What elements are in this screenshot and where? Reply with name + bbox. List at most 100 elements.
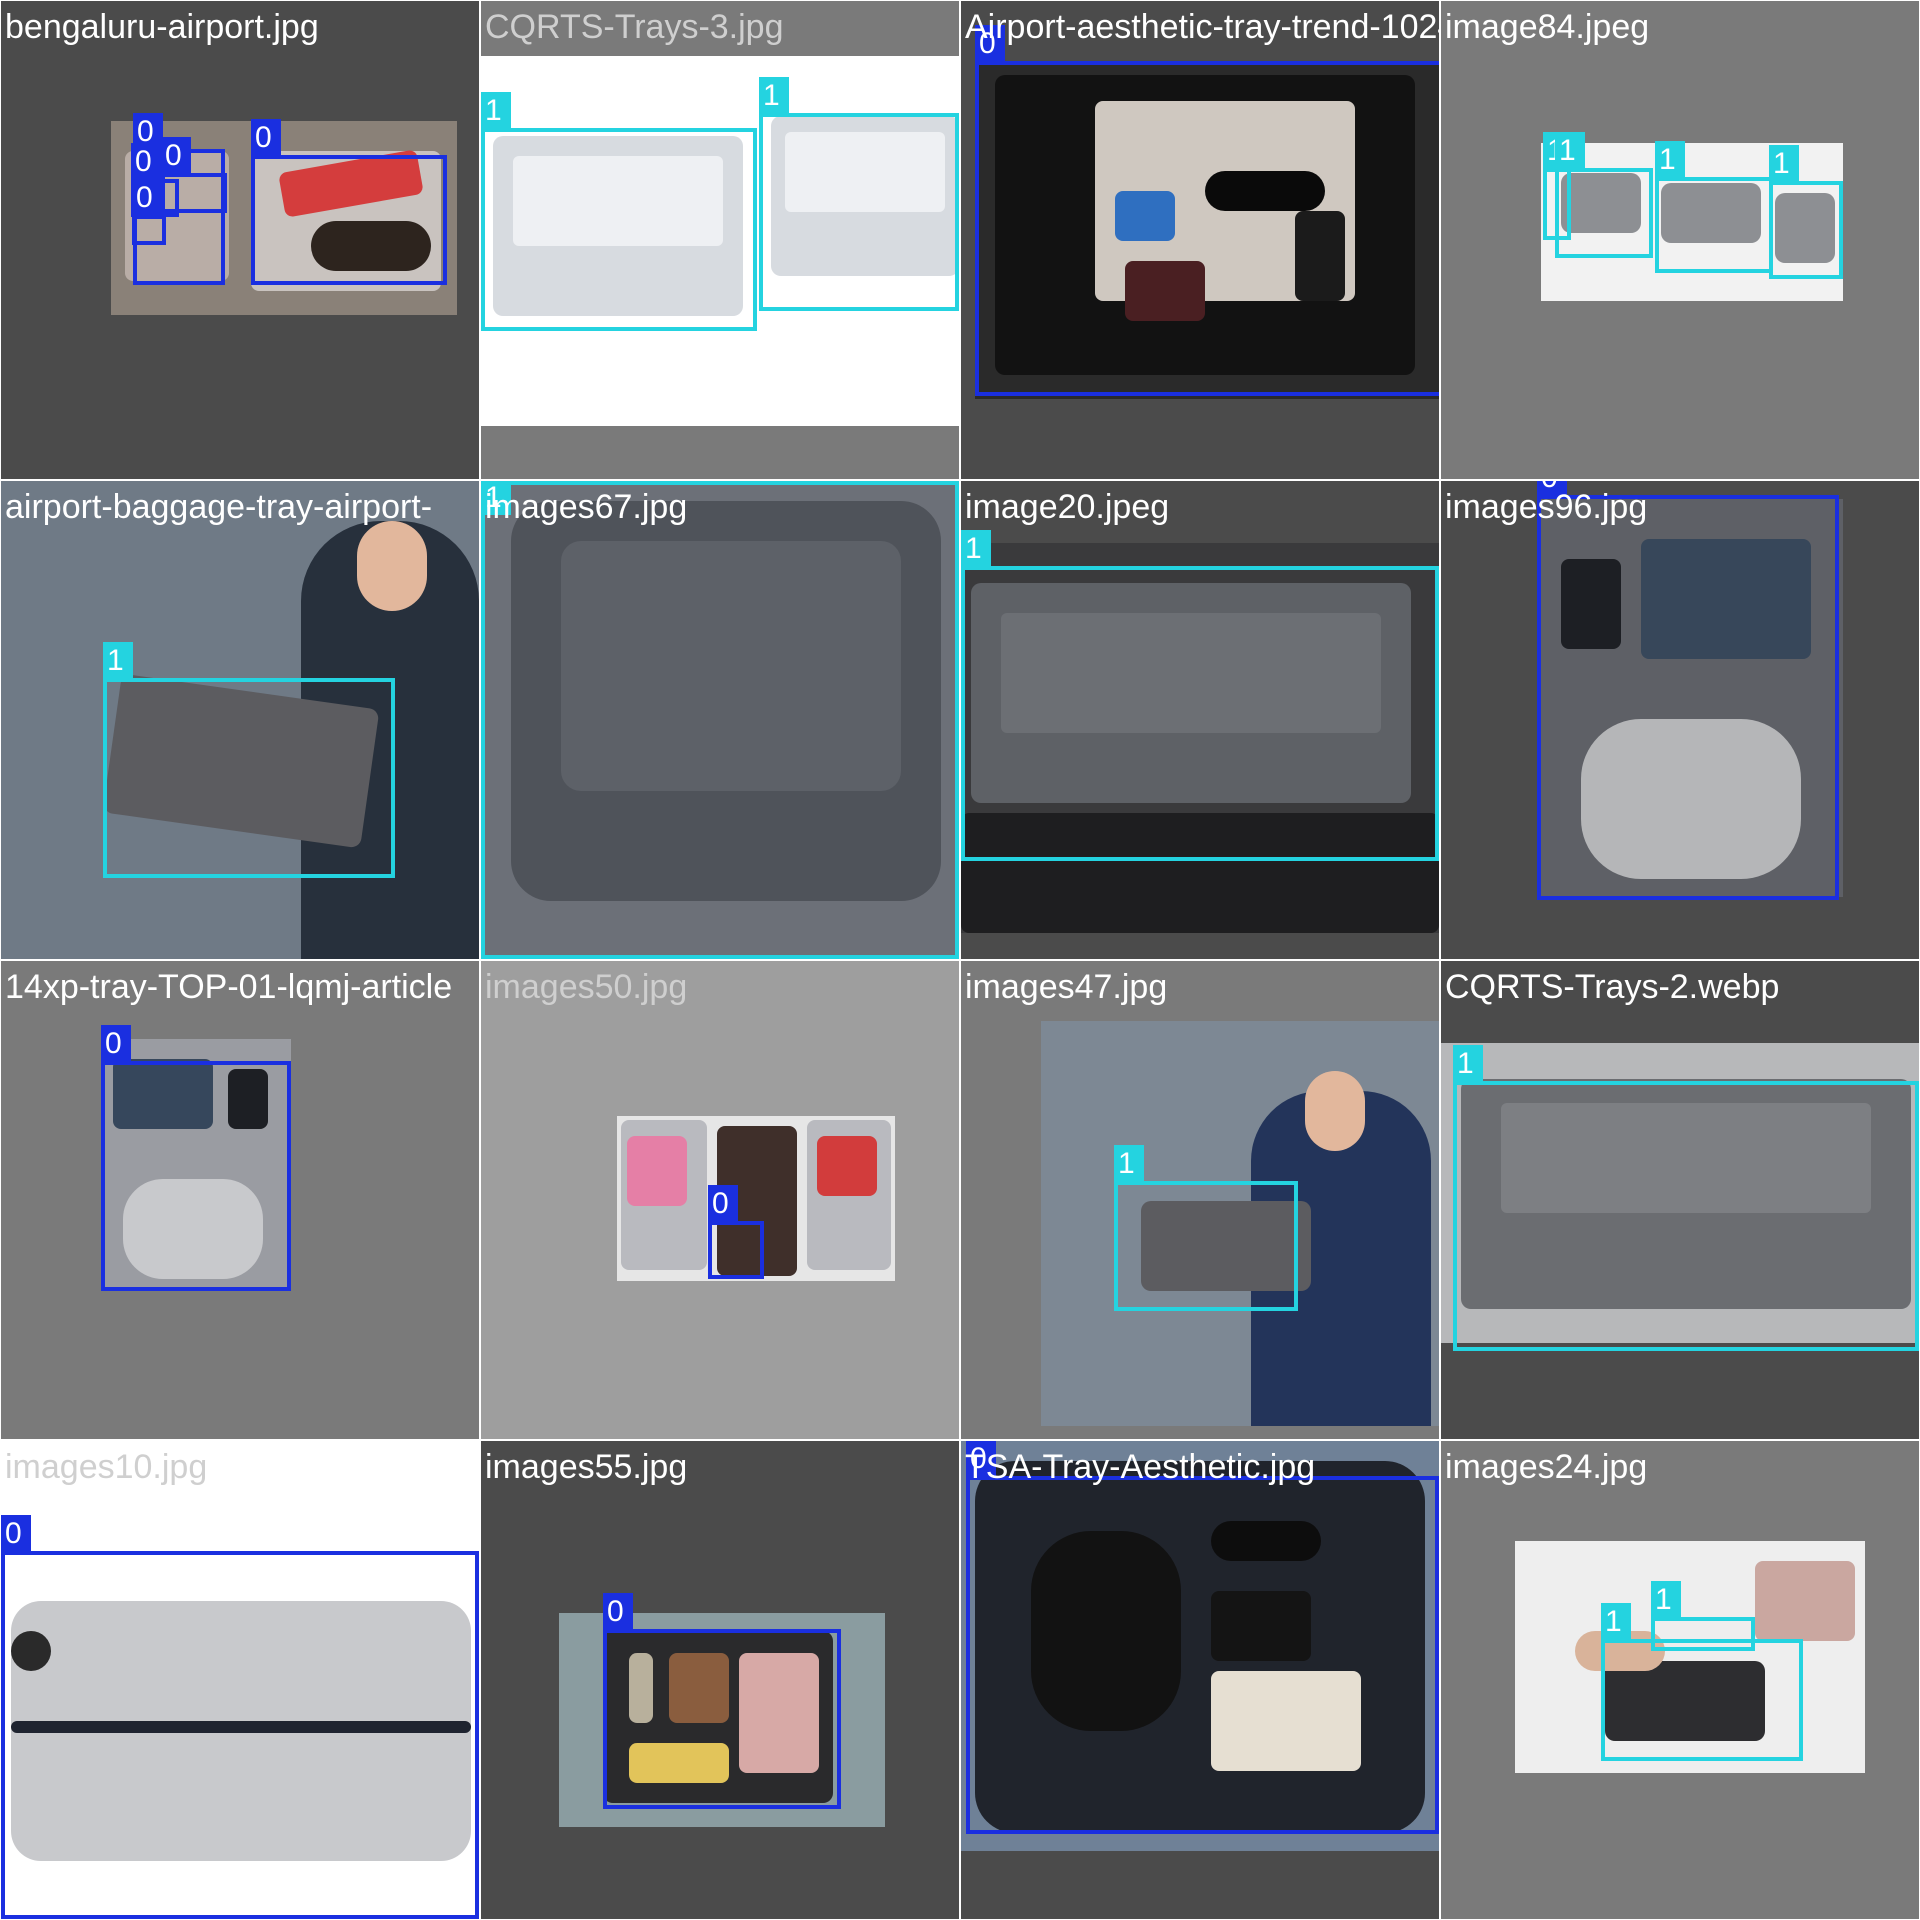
photo-background-person	[1755, 1561, 1855, 1641]
tile-photo	[1515, 1541, 1865, 1773]
detection-box[interactable]: 1	[1655, 141, 1773, 273]
class-label: 1	[961, 530, 991, 566]
tile-filename: images47.jpg	[965, 968, 1168, 1006]
class-label: 1	[481, 481, 511, 515]
tile-photo	[481, 56, 959, 426]
class-label: 1	[1453, 1045, 1483, 1081]
detection-box[interactable]: 0	[603, 1593, 841, 1809]
class-label: 0	[1, 1515, 31, 1551]
photo-tray	[1605, 1661, 1765, 1741]
photo-sneakers	[1581, 719, 1801, 879]
detection-box[interactable]: 1	[103, 642, 395, 878]
class-label: 1	[103, 642, 133, 678]
detection-box[interactable]: 1	[1555, 132, 1653, 258]
tile-images10[interactable]: images10.jpg 0	[1, 1441, 479, 1919]
tile-images55[interactable]: images55.jpg 0	[481, 1441, 959, 1919]
detection-box[interactable]: 0	[101, 1025, 291, 1291]
detection-box[interactable]: 0	[1537, 481, 1839, 900]
class-label: 0	[603, 1593, 633, 1629]
tile-photo	[975, 61, 1439, 399]
tile-filename: images55.jpg	[485, 1448, 688, 1486]
tile-filename: bengaluru-airport.jpg	[5, 8, 319, 46]
tile-photo	[1, 1571, 479, 1901]
detection-box[interactable]: 0	[251, 119, 447, 285]
tile-14xp-tray-top[interactable]: 14xp-tray-TOP-01-lqmj-article 0	[1, 961, 479, 1439]
tile-photo	[103, 1039, 291, 1289]
tile-images67[interactable]: images67.jpg 1	[481, 481, 959, 959]
tile-images96[interactable]: images96.jpg 0	[1441, 481, 1919, 959]
detection-box[interactable]: 0	[966, 1441, 1439, 1834]
tile-cqrts-trays-2[interactable]: CQRTS-Trays-2.webp 1	[1441, 961, 1919, 1439]
photo-pink-shoes	[627, 1136, 687, 1206]
photo-scarf	[739, 1653, 819, 1773]
class-label: 1	[1655, 141, 1685, 177]
detection-box[interactable]: 1	[1114, 1145, 1298, 1311]
tile-photo	[559, 1613, 885, 1827]
class-label: 1	[1769, 145, 1799, 181]
detection-box[interactable]: 1	[481, 92, 757, 331]
grid-divider	[0, 959, 1920, 961]
tile-image84[interactable]: image84.jpeg 1 1 1 1	[1441, 1, 1919, 479]
tile-bengaluru-airport[interactable]: bengaluru-airport.jpg 0 0 0 0 0	[1, 1, 479, 479]
detection-box[interactable]: 1	[1651, 1581, 1755, 1651]
detection-box[interactable]: 0	[708, 1185, 764, 1279]
photo-camera	[1115, 191, 1175, 241]
class-label: 0	[101, 1025, 131, 1061]
detection-box[interactable]: 0	[1, 1515, 479, 1919]
tile-tsa-tray-aesthetic[interactable]: TSA-Tray-Aesthetic.jpg 0	[961, 1441, 1439, 1919]
photo-bottle	[629, 1653, 653, 1723]
photo-tray	[771, 116, 959, 276]
detection-box[interactable]: 1	[1601, 1603, 1803, 1761]
class-label: 0	[975, 25, 1005, 61]
tile-filename: TSA-Tray-Aesthetic.jpg	[965, 1448, 1316, 1486]
photo-red-shoes	[817, 1136, 877, 1196]
detection-box[interactable]: 1	[759, 77, 959, 311]
photo-phone	[1295, 211, 1345, 301]
photo-shoes	[311, 221, 431, 271]
photo-face	[1305, 1071, 1365, 1151]
tile-filename: image84.jpeg	[1445, 8, 1650, 46]
class-label: 1	[1114, 1145, 1144, 1181]
tile-airport-baggage-tray[interactable]: airport-baggage-tray-airport- 1	[1, 481, 479, 959]
tile-images47[interactable]: images47.jpg 1	[961, 961, 1439, 1439]
detection-box[interactable]: 0	[975, 25, 1439, 396]
class-label: 1	[759, 77, 789, 113]
photo-bag	[1641, 539, 1811, 659]
tile-cqrts-trays-3[interactable]: CQRTS-Trays-3.jpg 1 1	[481, 1, 959, 479]
photo-tray-inner	[1501, 1103, 1871, 1213]
tile-image20[interactable]: image20.jpeg 1	[961, 481, 1439, 959]
photo-tray	[493, 136, 743, 316]
tile-photo	[481, 481, 959, 959]
photo-shoes	[669, 1653, 729, 1723]
tile-images50[interactable]: images50.jpg 0	[481, 961, 959, 1439]
tile-filename: CQRTS-Trays-3.jpg	[485, 8, 784, 46]
photo-sneakers	[123, 1179, 263, 1279]
class-label: 1	[481, 92, 511, 128]
detection-box[interactable]: 1	[481, 481, 959, 959]
detection-box[interactable]: 1	[1769, 145, 1843, 279]
photo-sunglasses	[1205, 171, 1325, 211]
tile-airport-aesthetic-tray[interactable]: Airport-aesthetic-tray-trend-1024x784.jp…	[961, 1, 1439, 479]
tile-photo	[961, 1441, 1439, 1851]
class-label: 0	[708, 1185, 738, 1221]
photo-tray	[1561, 173, 1641, 233]
photo-wallet	[1125, 261, 1205, 321]
detection-box[interactable]: 0	[161, 137, 227, 213]
class-label: 0	[1537, 481, 1567, 495]
tile-filename: images50.jpg	[485, 968, 688, 1006]
photo-passport	[228, 1069, 268, 1129]
tile-photo	[1541, 499, 1843, 897]
tile-images24[interactable]: images24.jpg 1 1	[1441, 1441, 1919, 1919]
tile-photo	[617, 1116, 895, 1281]
photo-toys	[629, 1743, 729, 1783]
photo-face	[357, 521, 427, 611]
class-label: 0	[132, 179, 162, 215]
tile-filename: Airport-aesthetic-tray-trend-1024x784.jp…	[965, 8, 1439, 46]
class-label: 0	[161, 137, 191, 173]
detection-box[interactable]: 1	[961, 530, 1439, 861]
tile-filename: images67.jpg	[485, 488, 688, 526]
detection-box[interactable]: 0	[132, 179, 166, 245]
detection-box[interactable]: 1	[1453, 1045, 1919, 1351]
photo-rollers	[961, 813, 1439, 933]
